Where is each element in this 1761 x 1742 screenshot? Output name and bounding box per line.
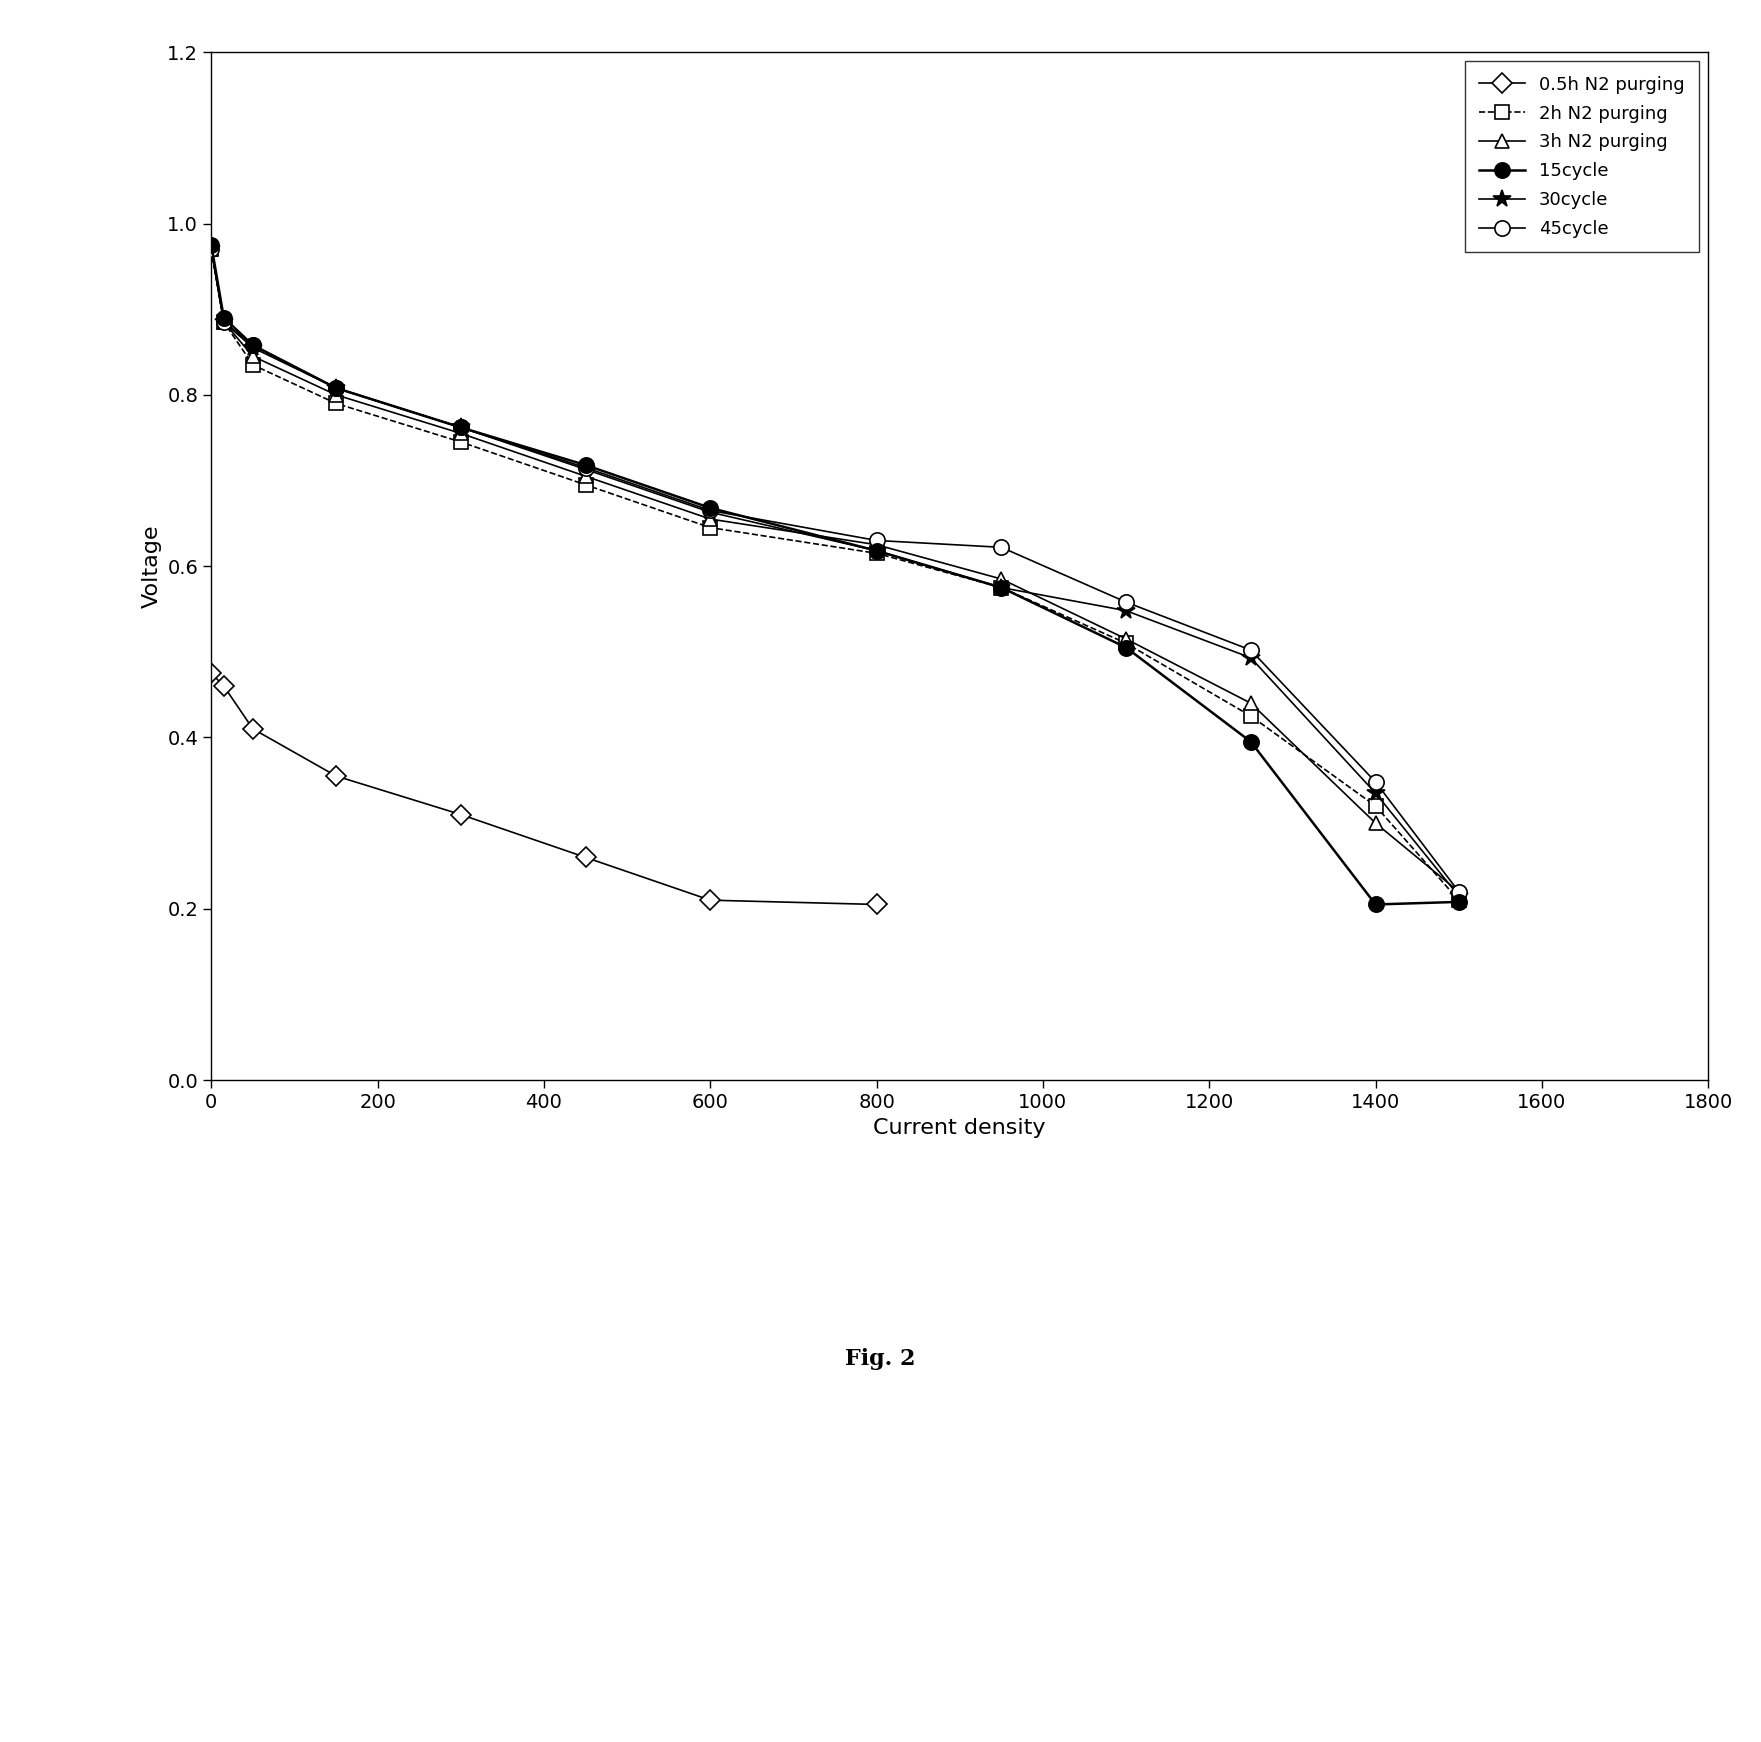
30cycle [866, 540, 888, 561]
0.5h N2 purging [866, 894, 888, 915]
15cycle [201, 235, 222, 256]
2h N2 purging [574, 474, 595, 495]
45cycle [991, 537, 1013, 557]
2h N2 purging [451, 432, 472, 453]
3h N2 purging [326, 385, 347, 406]
30cycle [451, 416, 472, 437]
45cycle [1365, 772, 1386, 793]
X-axis label: Current density: Current density [873, 1118, 1046, 1138]
45cycle [1448, 881, 1469, 902]
3h N2 purging [213, 312, 234, 333]
Line: 0.5h N2 purging: 0.5h N2 purging [204, 665, 884, 911]
3h N2 purging [699, 509, 720, 530]
45cycle [1115, 592, 1136, 613]
15cycle [326, 378, 347, 399]
2h N2 purging [866, 544, 888, 564]
30cycle [1115, 601, 1136, 622]
0.5h N2 purging [699, 890, 720, 911]
45cycle [213, 312, 234, 333]
Line: 30cycle: 30cycle [203, 240, 1467, 904]
45cycle [451, 416, 472, 437]
45cycle [1240, 639, 1261, 660]
Y-axis label: Voltage: Voltage [141, 524, 162, 608]
15cycle [866, 540, 888, 561]
45cycle [866, 530, 888, 550]
Text: Fig. 2: Fig. 2 [845, 1348, 916, 1369]
2h N2 purging [1115, 632, 1136, 653]
Line: 45cycle: 45cycle [204, 242, 1467, 899]
45cycle [326, 378, 347, 399]
30cycle [699, 502, 720, 523]
2h N2 purging [243, 354, 264, 375]
30cycle [574, 458, 595, 479]
45cycle [574, 456, 595, 477]
30cycle [201, 239, 222, 260]
3h N2 purging [451, 423, 472, 444]
Legend: 0.5h N2 purging, 2h N2 purging, 3h N2 purging, 15cycle, 30cycle, 45cycle: 0.5h N2 purging, 2h N2 purging, 3h N2 pu… [1465, 61, 1699, 253]
45cycle [243, 334, 264, 355]
30cycle [213, 312, 234, 333]
15cycle [1365, 894, 1386, 915]
0.5h N2 purging [243, 718, 264, 739]
2h N2 purging [699, 517, 720, 538]
2h N2 purging [213, 312, 234, 333]
30cycle [326, 378, 347, 399]
Line: 2h N2 purging: 2h N2 purging [204, 242, 1465, 908]
3h N2 purging [1365, 812, 1386, 833]
2h N2 purging [991, 577, 1013, 598]
15cycle [699, 498, 720, 519]
0.5h N2 purging [451, 805, 472, 826]
15cycle [1240, 732, 1261, 753]
45cycle [201, 239, 222, 260]
30cycle [1240, 648, 1261, 669]
30cycle [1448, 885, 1469, 906]
15cycle [1115, 638, 1136, 658]
15cycle [451, 416, 472, 437]
3h N2 purging [243, 347, 264, 368]
Line: 15cycle: 15cycle [204, 237, 1467, 913]
3h N2 purging [1448, 881, 1469, 902]
30cycle [243, 338, 264, 359]
2h N2 purging [1365, 796, 1386, 817]
0.5h N2 purging [326, 765, 347, 786]
15cycle [1448, 892, 1469, 913]
15cycle [574, 455, 595, 476]
0.5h N2 purging [201, 662, 222, 683]
Line: 3h N2 purging: 3h N2 purging [204, 242, 1465, 899]
15cycle [991, 577, 1013, 598]
3h N2 purging [201, 239, 222, 260]
3h N2 purging [574, 465, 595, 486]
2h N2 purging [1240, 706, 1261, 726]
15cycle [213, 307, 234, 327]
2h N2 purging [201, 239, 222, 260]
3h N2 purging [866, 535, 888, 556]
30cycle [991, 577, 1013, 598]
3h N2 purging [1115, 629, 1136, 650]
15cycle [243, 334, 264, 355]
30cycle [1365, 782, 1386, 803]
3h N2 purging [991, 568, 1013, 589]
3h N2 purging [1240, 693, 1261, 714]
0.5h N2 purging [213, 676, 234, 697]
0.5h N2 purging [574, 847, 595, 868]
2h N2 purging [326, 394, 347, 415]
2h N2 purging [1448, 890, 1469, 911]
45cycle [699, 500, 720, 521]
